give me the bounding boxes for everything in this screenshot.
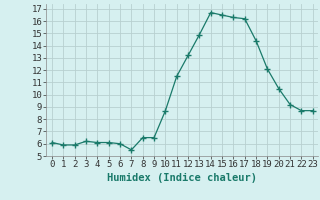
X-axis label: Humidex (Indice chaleur): Humidex (Indice chaleur) <box>108 173 257 183</box>
